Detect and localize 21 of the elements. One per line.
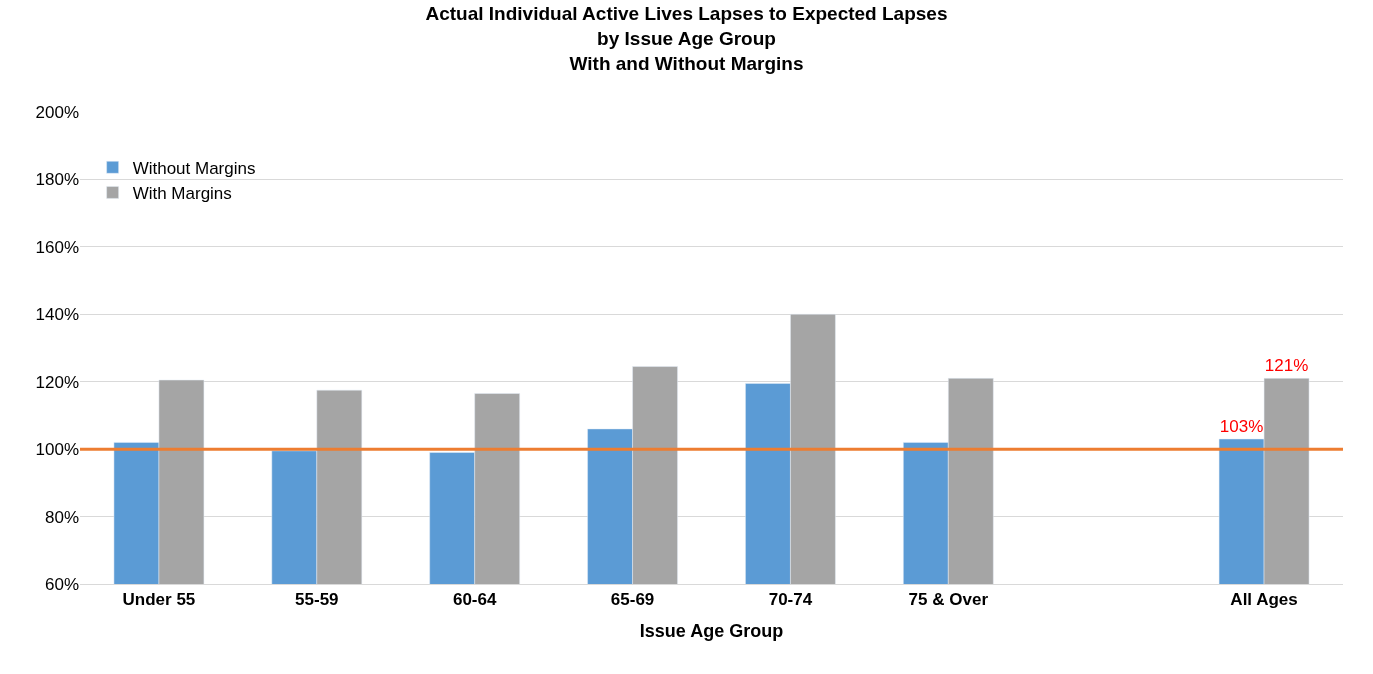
data-label: 121%: [1264, 356, 1309, 376]
x-tick-label: 65-69: [610, 590, 655, 610]
legend-label: With Margins: [132, 184, 232, 204]
x-tick-label: All Ages: [1230, 590, 1298, 610]
x-tick-label: Under 55: [122, 590, 196, 610]
legend-label: Without Margins: [132, 158, 256, 178]
y-tick-label: 160%: [35, 237, 79, 257]
data-label: 103%: [1219, 417, 1264, 437]
x-tick-label: 55-59: [295, 590, 339, 610]
y-tick-label: 120%: [35, 372, 79, 392]
chart-title: Actual Individual Active Lives Lapses to Expected Lapses by Issue Age Group With and Without Margins: [425, 3, 948, 74]
y-tick-label: 140%: [35, 305, 79, 325]
x-axis-title: Issue Age Group: [639, 620, 784, 641]
y-tick-label: 200%: [35, 102, 79, 122]
x-tick-label: 70-74: [768, 590, 813, 610]
y-tick-label: 60%: [44, 574, 79, 594]
y-tick-label: 180%: [35, 170, 79, 190]
y-tick-label: 80%: [44, 507, 79, 527]
y-tick-label: 100%: [35, 440, 79, 460]
x-tick-label: 60-64: [452, 590, 497, 610]
x-tick-label: 75 & Over: [908, 590, 989, 610]
